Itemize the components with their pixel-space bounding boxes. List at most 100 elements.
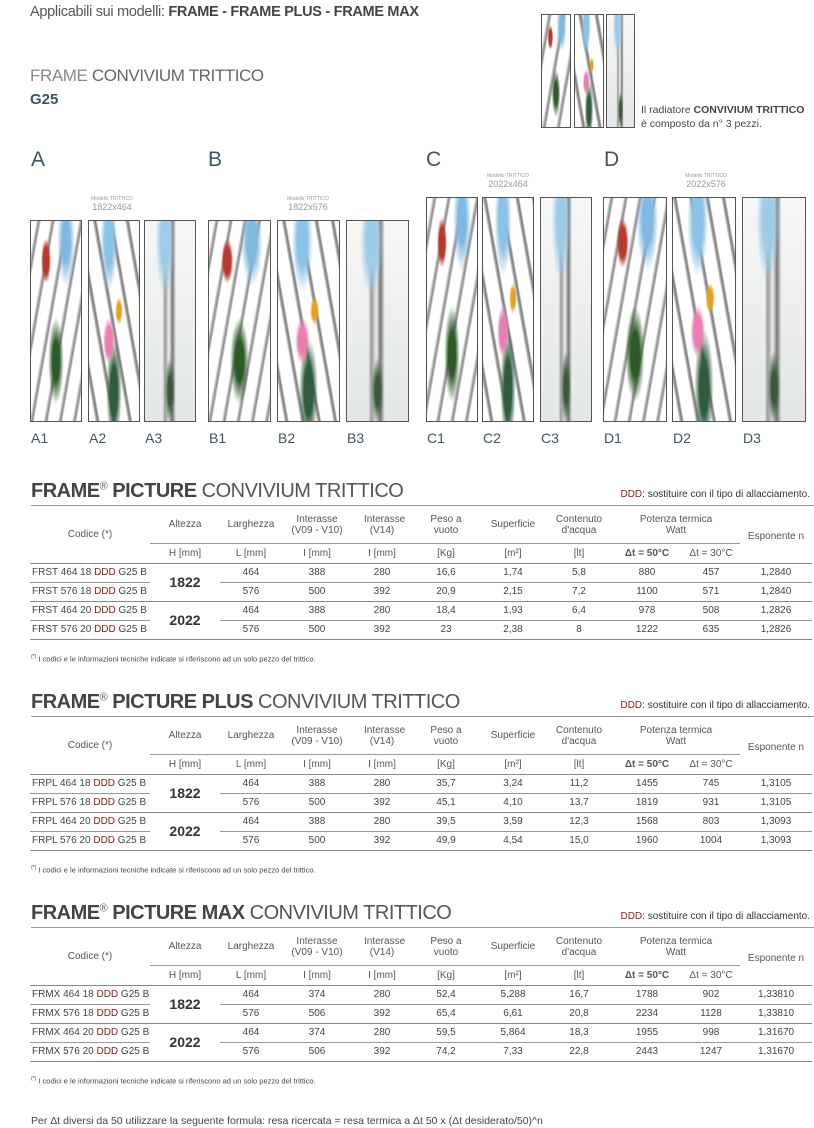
title-brand: FRAME [31, 480, 100, 502]
panel-label: D1 [604, 430, 622, 446]
unit-label: Δt = 50°C [624, 547, 670, 559]
unit-label: L [mm] [235, 969, 267, 981]
cell-value: 1,2826 [740, 619, 813, 640]
cell-value: 1,3093 [740, 830, 813, 851]
cell-value: 1,2840 [740, 581, 813, 601]
unit-label: L [mm] [235, 547, 267, 559]
product-code: FRST 464 20 DDD G25 B [30, 600, 150, 620]
cell-value: 3,24 [480, 773, 546, 793]
model-size: 2022x464 [488, 179, 528, 189]
cell-value: 280 [352, 600, 412, 620]
cell-value: 1960 [612, 830, 682, 851]
cell-value: 5,8 [546, 562, 612, 582]
cell-value: 508 [682, 600, 741, 620]
height-value: 2022 [150, 811, 220, 851]
radiator-panel-image [426, 197, 478, 422]
radiator-panel-image [540, 197, 592, 422]
cell-value: 506 [282, 1003, 352, 1023]
product-code: FRST 464 18 DDD G25 B [30, 562, 150, 582]
table-row: FRPL 464 20 DDD G25 B 2022 464 388 280 39,5 3,… [30, 811, 813, 851]
cell-value: 12,3 [546, 811, 612, 831]
column-header-contenuto: Contenuto d'acqua [546, 718, 612, 755]
radiator-panel-image [346, 220, 409, 422]
cell-value: 5,864 [480, 1022, 546, 1042]
column-header-altezza: Altezza [150, 929, 220, 966]
cell-value: 1,2840 [740, 562, 813, 582]
table-row: FRST 464 20 DDD G25 B 2022 464 388 280 18,4 1,… [30, 600, 813, 640]
cell-value: 1,3105 [740, 792, 813, 812]
cell-value: 464 [220, 600, 282, 620]
unit-label: Δt = 30°C [689, 969, 733, 981]
cell-value: 1,33810 [740, 1003, 813, 1023]
code-suffix: G25 B [115, 835, 147, 846]
ddd-note: DDD: sostituire con il tipo di allacciam… [620, 700, 810, 711]
table-row: FRMX 464 18 DDD G25 B 1822 464 374 280 52,4 5,… [30, 984, 813, 1023]
model-size: 1822x576 [288, 202, 328, 212]
product-code: FRPL 576 18 DDD G25 B [30, 792, 150, 812]
unit-label: [Kg] [437, 969, 455, 981]
cell-value: 1,33810 [740, 984, 813, 1004]
cell-value: 7,33 [480, 1041, 546, 1062]
panel-label: A3 [145, 430, 163, 446]
unit-label: I [mm] [368, 547, 396, 559]
cell-value: 280 [352, 811, 412, 831]
table-title: FRAME® PICTURE PLUS CONVIVIUM TRITTICO [31, 691, 460, 714]
column-header-superficie: Superficie [480, 929, 546, 966]
code-ddd: DDD [96, 989, 119, 1000]
cell-value: 576 [220, 619, 282, 640]
title-brand: FRAME [31, 691, 100, 713]
column-header-interasse2: Interasse (V14) [352, 507, 412, 544]
cell-value: 2234 [612, 1003, 682, 1023]
cell-value: 4,54 [480, 830, 546, 851]
code-ddd: DDD [93, 778, 116, 789]
cell-value: 500 [282, 830, 352, 851]
cell-value: 388 [282, 562, 352, 582]
column-header-codice: Codice (*) [67, 740, 113, 752]
panel-label: D3 [743, 430, 761, 446]
header-row: Codice (*) Altezza Larghezza Interasse (V09… [30, 718, 812, 755]
code-suffix: G25 B [115, 816, 147, 827]
ddd-note: DDD: sostituire con il tipo di allacciam… [620, 489, 810, 500]
cell-value: 1455 [612, 773, 682, 793]
table-row: FRPL 576 18 DDD G25 B 576 500 392 45,1 4,10 13… [30, 792, 813, 812]
column-header-codice: Codice (*) [67, 951, 113, 963]
code-prefix: FRPL 576 18 [32, 797, 94, 808]
panel-label: A1 [31, 430, 49, 446]
ddd-code: DDD [620, 911, 643, 922]
spec-table: Codice (*) Altezza Larghezza Interasse (V09… [30, 929, 813, 1062]
cell-value: 978 [612, 600, 682, 620]
cell-value: 280 [352, 1022, 412, 1042]
cell-value: 1100 [612, 581, 682, 601]
cell-value: 5,288 [480, 984, 546, 1004]
model-size: 1822x464 [92, 202, 132, 212]
model-label-text: Modello TRITTICO [287, 196, 329, 202]
applicable-models: Applicabili sui modelli: FRAME - FRAME P… [30, 4, 419, 20]
group-letter: C [426, 148, 442, 171]
code-prefix: FRPL 464 20 [32, 816, 94, 827]
note-line2: è composto da n° 3 pezzi. [641, 118, 762, 130]
units-row: H [mm] L [mm] I [mm] I [mm] [Kg] [m²] [lt] Δt =… [30, 754, 812, 774]
product-code: FRST 576 18 DDD G25 B [30, 581, 150, 601]
unit-label: I [mm] [368, 758, 396, 770]
cell-value: 1,31670 [740, 1022, 813, 1042]
cell-value: 2,15 [480, 581, 546, 601]
divider [31, 716, 814, 717]
cell-value: 576 [220, 830, 282, 851]
code-prefix: FRMX 464 20 [32, 1027, 97, 1038]
product-code: FRPL 576 20 DDD G25 B [30, 830, 150, 851]
column-header-peso: Peso a vuoto [412, 929, 480, 966]
cell-value: 18,3 [546, 1022, 612, 1042]
unit-label: [lt] [573, 969, 585, 981]
cell-value: 388 [282, 773, 352, 793]
cell-value: 1788 [612, 984, 682, 1004]
column-header-larghezza: Larghezza [220, 718, 282, 755]
column-header-interasse1: Interasse (V09 - V10) [282, 929, 352, 966]
cell-value: 464 [220, 1022, 282, 1042]
panel-label: B1 [209, 430, 227, 446]
code-ddd: DDD [96, 1008, 119, 1019]
unit-label: Δt = 30°C [689, 547, 733, 559]
column-header-altezza: Altezza [150, 718, 220, 755]
product-title: FRAME CONVIVIUM TRITTICO [30, 66, 264, 86]
cell-value: 392 [352, 581, 412, 601]
cell-value: 1,93 [480, 600, 546, 620]
